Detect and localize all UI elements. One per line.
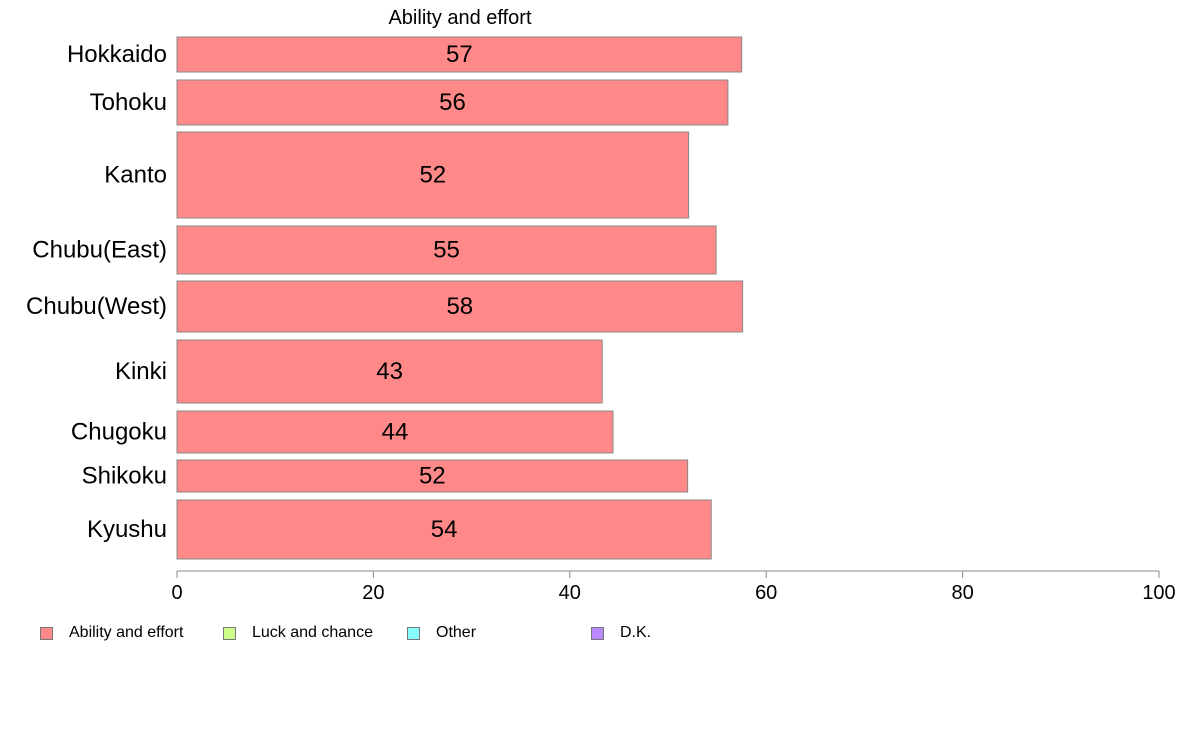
category-label-chubu-west: Chubu(West) — [26, 293, 167, 320]
category-label-chugoku: Chugoku — [71, 419, 167, 446]
category-label-kyushu: Kyushu — [87, 516, 167, 543]
bar-value-label-tohoku: 56 — [439, 89, 466, 116]
category-label-tohoku: Tohoku — [90, 89, 167, 116]
bar-value-label-shikoku: 52 — [419, 463, 446, 490]
bar-chubu-west — [176, 280, 744, 333]
bar-tohoku — [176, 79, 729, 126]
legend-swatch-dk — [591, 626, 604, 640]
chart-title: Ability and effort — [388, 7, 532, 29]
legend-item-dk: D.K. — [591, 624, 651, 642]
bar-chugoku — [176, 410, 614, 454]
bar-kanto — [176, 131, 690, 219]
category-label-chubu-east: Chubu(East) — [32, 237, 167, 264]
bar-value-label-chugoku: 44 — [382, 419, 409, 446]
bar-value-label-kinki: 43 — [376, 358, 403, 385]
bar-value-label-kanto: 52 — [419, 162, 446, 189]
legend-swatch-ability-and-effort — [40, 626, 53, 640]
legend-swatch-luck-and-chance — [223, 626, 236, 640]
category-label-kanto: Kanto — [104, 162, 167, 189]
x-tick-label-20: 20 — [362, 582, 384, 604]
legend-label-other: Other — [436, 624, 477, 641]
x-tick-label-60: 60 — [755, 582, 777, 604]
bar-value-label-kyushu: 54 — [431, 516, 458, 543]
x-tick-label-40: 40 — [559, 582, 581, 604]
category-label-shikoku: Shikoku — [82, 463, 167, 490]
x-tick-label-0: 0 — [171, 582, 182, 604]
legend-label-dk: D.K. — [620, 624, 652, 641]
bar-value-label-chubu-west: 58 — [446, 293, 473, 320]
legend-label-ability-and-effort: Ability and effort — [69, 624, 184, 641]
legend-item-luck-and-chance: Luck and chance — [223, 624, 373, 642]
bar-kinki — [176, 339, 603, 404]
x-tick-label-100: 100 — [1142, 582, 1175, 604]
legend-item-other: Other — [407, 624, 476, 642]
category-label-hokkaido: Hokkaido — [67, 41, 167, 68]
bar-value-label-chubu-east: 55 — [433, 237, 460, 264]
bar-chubu-east — [176, 225, 717, 275]
x-tick-label-80: 80 — [951, 582, 973, 604]
bar-shikoku — [176, 459, 689, 493]
legend-item-ability-and-effort: Ability and effort — [40, 624, 183, 642]
legend-swatch-other — [407, 626, 420, 640]
bar-kyushu — [176, 499, 712, 560]
legend-label-luck-and-chance: Luck and chance — [252, 624, 373, 641]
category-label-kinki: Kinki — [115, 358, 167, 385]
bar-hokkaido — [176, 36, 743, 73]
bar-value-label-hokkaido: 57 — [446, 41, 473, 68]
